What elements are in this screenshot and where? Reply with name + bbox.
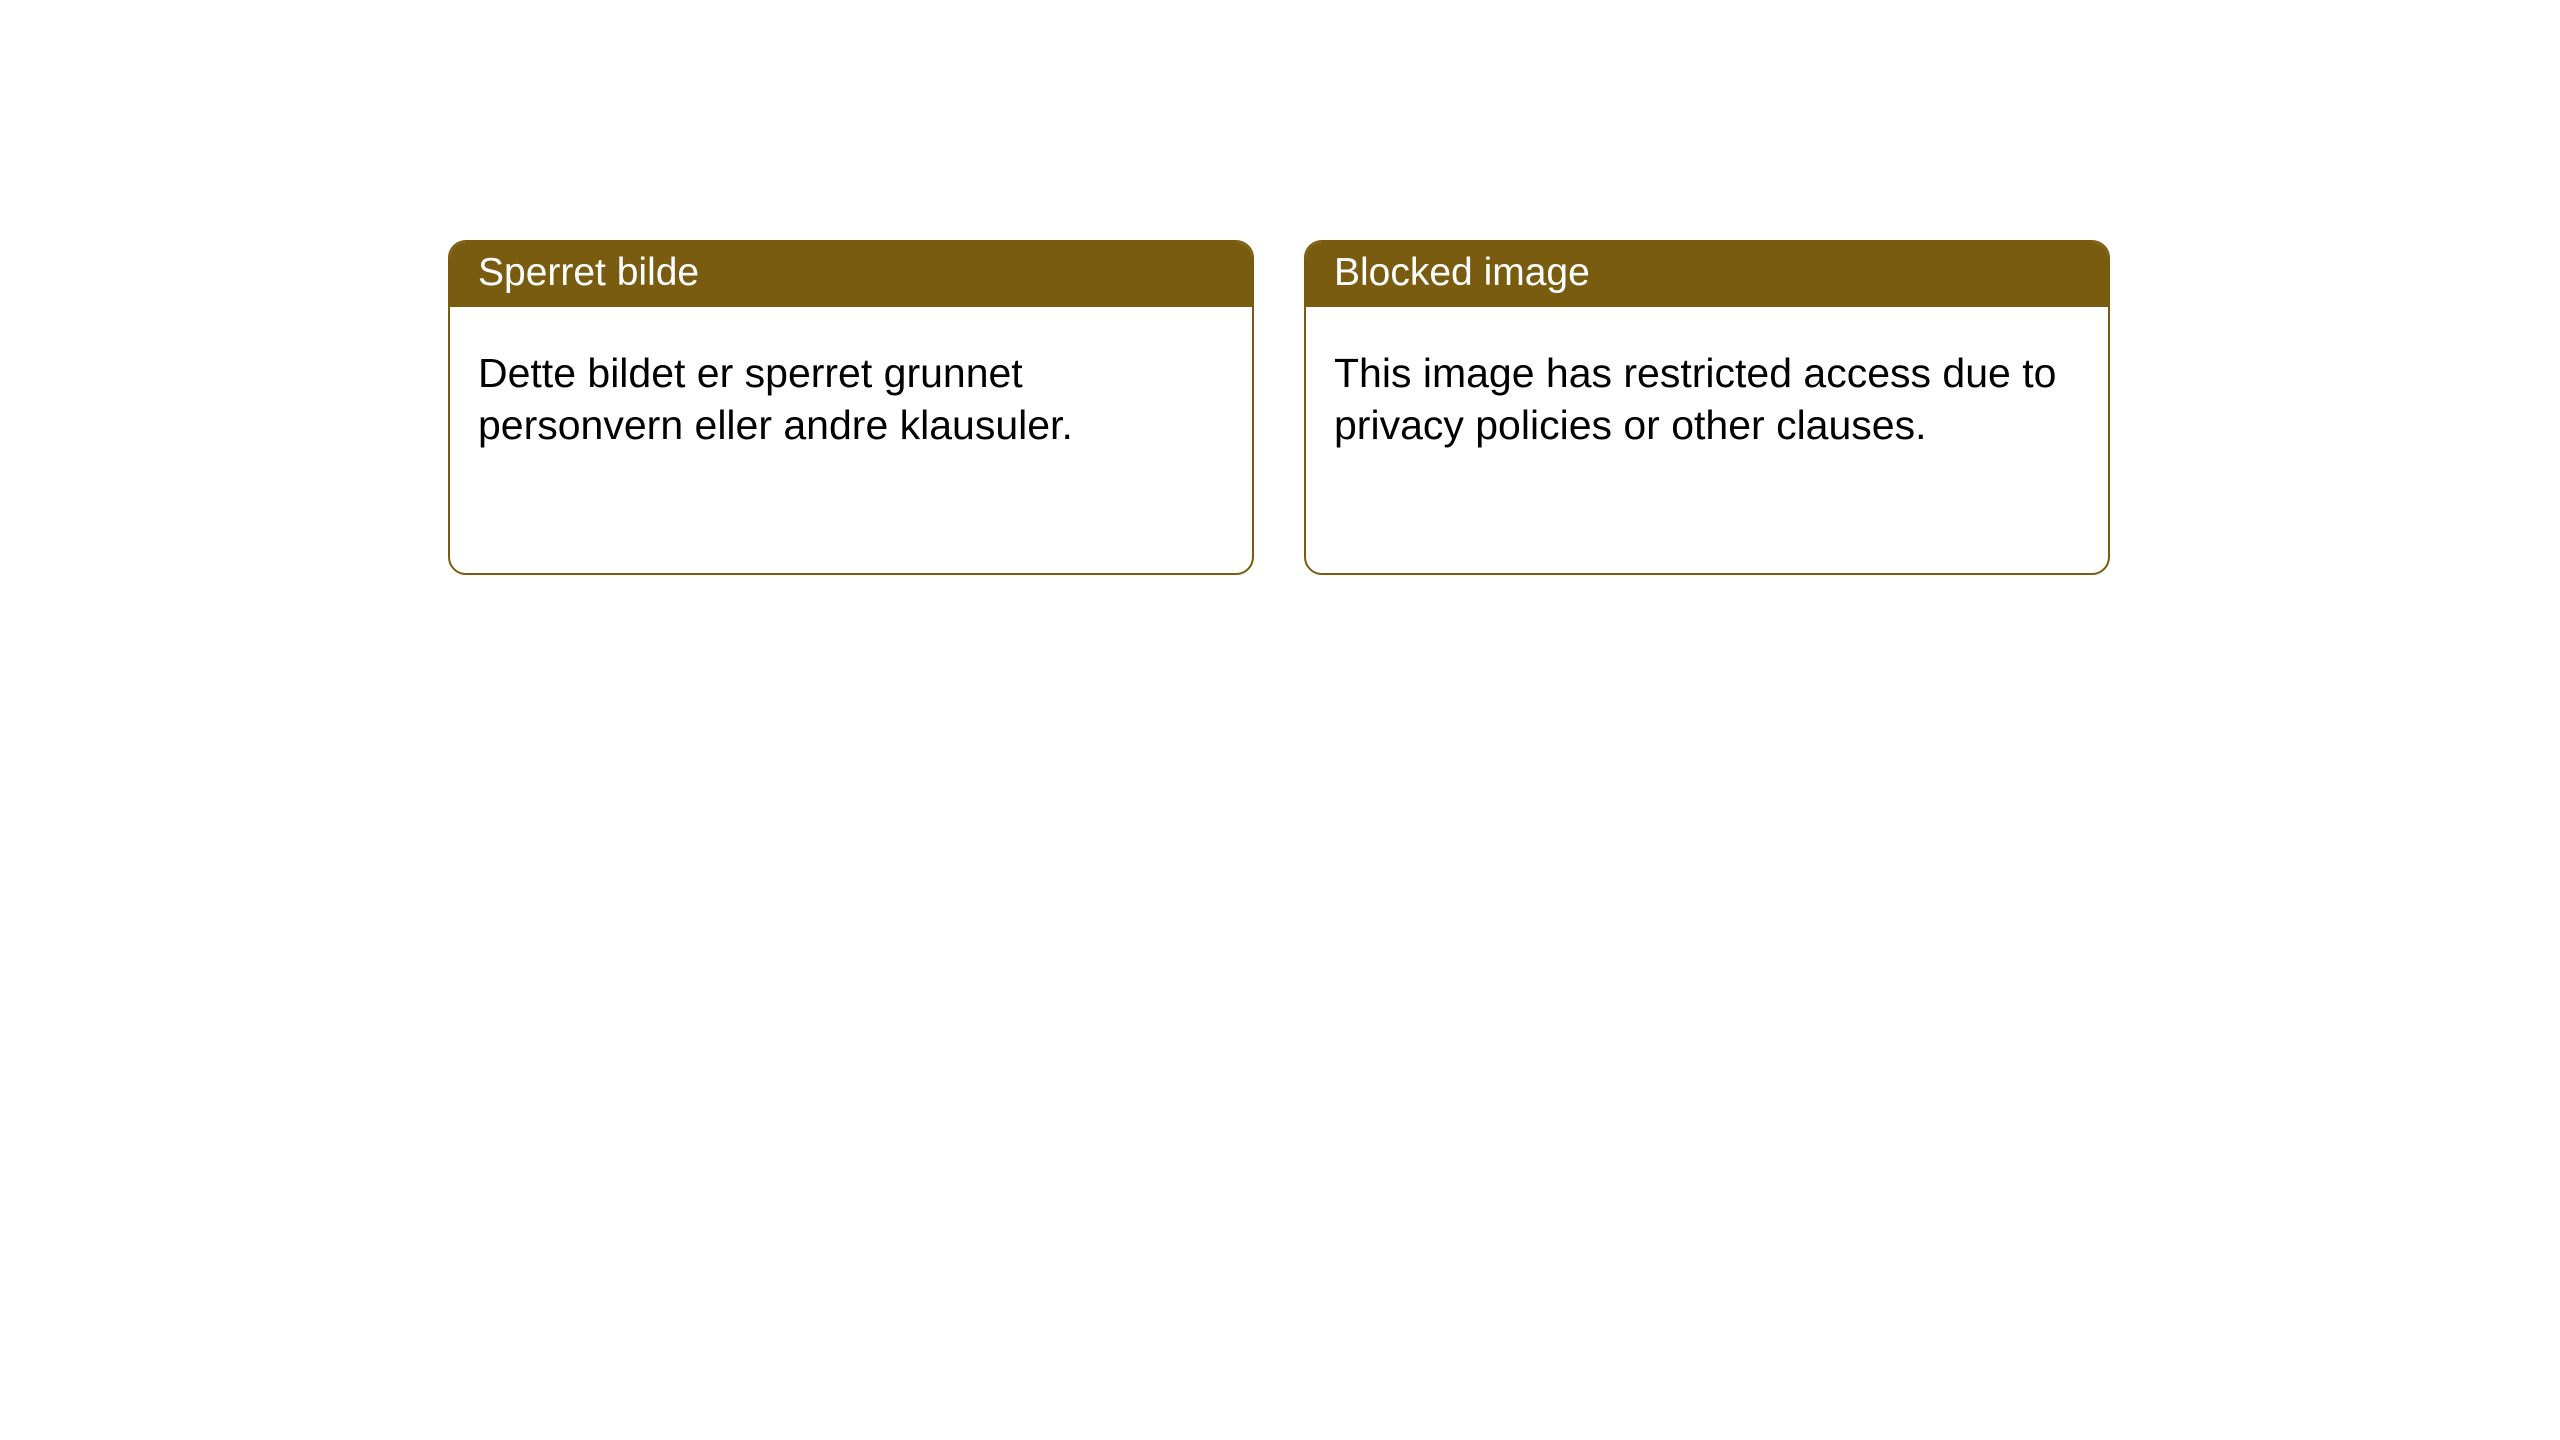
notice-container: Sperret bilde Dette bildet er sperret gr…: [0, 0, 2560, 575]
notice-card-english: Blocked image This image has restricted …: [1304, 240, 2110, 575]
notice-title-english: Blocked image: [1306, 242, 2108, 307]
notice-title-norwegian: Sperret bilde: [450, 242, 1252, 307]
notice-body-english: This image has restricted access due to …: [1306, 307, 2108, 480]
notice-card-norwegian: Sperret bilde Dette bildet er sperret gr…: [448, 240, 1254, 575]
notice-body-norwegian: Dette bildet er sperret grunnet personve…: [450, 307, 1252, 480]
